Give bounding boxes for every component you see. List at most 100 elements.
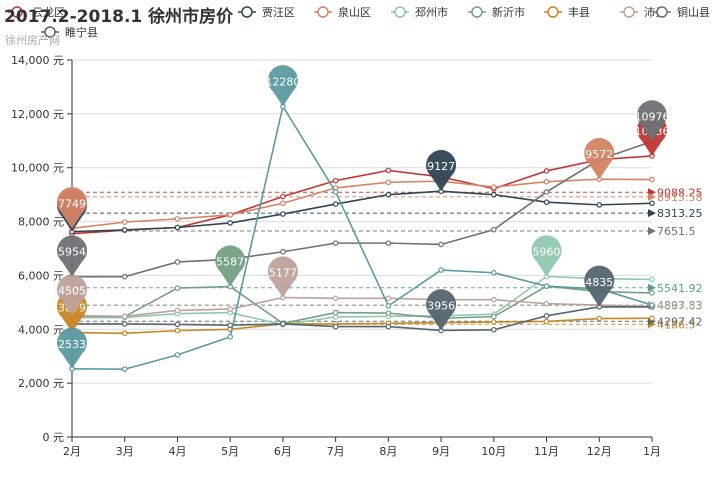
data-point xyxy=(332,240,339,246)
min-marker: 4505 xyxy=(57,274,87,316)
legend-marker xyxy=(471,6,483,18)
data-point xyxy=(121,366,128,372)
data-point xyxy=(332,309,339,316)
x-tick-label: 5月 xyxy=(221,445,239,458)
data-point xyxy=(174,224,181,231)
data-point xyxy=(121,273,128,280)
legend-label: 新沂市 xyxy=(492,5,525,19)
data-point xyxy=(332,189,339,195)
data-point xyxy=(121,321,128,327)
max-marker: 5587 xyxy=(215,245,246,287)
min-marker: 7749 xyxy=(57,187,87,229)
average-arrow xyxy=(648,192,656,201)
pin-shape xyxy=(57,327,87,369)
data-point xyxy=(543,283,550,290)
x-tick-label: 2月 xyxy=(63,445,81,458)
x-tick-label: 1月 xyxy=(643,445,661,458)
min-marker: 2533 xyxy=(57,327,87,369)
y-tick-label: 4,000 元 xyxy=(18,323,64,336)
max-marker: 5177 xyxy=(267,256,298,298)
data-point xyxy=(280,211,286,217)
data-point xyxy=(491,319,497,325)
data-point xyxy=(491,226,497,233)
average-label: 4186.5 xyxy=(657,318,696,331)
data-point xyxy=(543,300,550,307)
data-point xyxy=(438,241,444,248)
data-point xyxy=(385,167,392,174)
legend-label: 泉山区 xyxy=(338,5,371,19)
series-line xyxy=(71,296,653,318)
pin-label: 10976 xyxy=(635,110,670,123)
data-point xyxy=(227,334,233,340)
x-tick-label: 6月 xyxy=(274,445,292,458)
legend-label: 邳州市 xyxy=(415,5,448,19)
data-point xyxy=(491,191,497,198)
chart-title: 2017.2-2018.1 徐州市房价 xyxy=(4,7,234,27)
legend-label: 铜山县 xyxy=(677,5,710,19)
average-label: 8313.25 xyxy=(657,207,703,220)
data-point xyxy=(543,318,550,325)
x-tick-label: 11月 xyxy=(534,445,559,458)
data-point xyxy=(385,295,392,302)
series xyxy=(69,138,655,280)
data-point xyxy=(174,285,181,291)
pin-shape xyxy=(426,150,457,192)
data-point xyxy=(491,296,497,303)
legend-label: 贾汪区 xyxy=(262,6,295,19)
data-point xyxy=(491,269,497,276)
pin-label: 9127 xyxy=(427,160,455,173)
data-point xyxy=(332,323,339,330)
data-point xyxy=(121,313,128,320)
max-marker: 10976 xyxy=(635,100,670,142)
x-tick-label: 7月 xyxy=(327,445,345,458)
data-point xyxy=(121,227,128,233)
pin-label: 5177 xyxy=(269,267,297,280)
pin-shape xyxy=(57,235,87,277)
y-tick-label: 10,000 元 xyxy=(11,162,64,175)
pin-shape xyxy=(215,245,246,287)
data-point xyxy=(438,267,444,273)
pin-shape xyxy=(267,256,298,298)
data-point xyxy=(543,168,550,174)
data-point xyxy=(596,202,603,208)
pin-label: 5954 xyxy=(58,246,86,259)
data-point xyxy=(385,310,392,316)
data-point xyxy=(543,189,550,195)
average-label: 4887.83 xyxy=(657,299,703,312)
average-arrow xyxy=(648,283,656,292)
pin-shape xyxy=(584,265,615,307)
legend-marker xyxy=(394,6,406,18)
data-point xyxy=(491,184,497,190)
data-point xyxy=(332,177,339,184)
pin-label: 2533 xyxy=(58,338,86,351)
max-marker: 9572 xyxy=(584,138,615,180)
data-point xyxy=(227,220,233,226)
legend-label: 云龙区 xyxy=(32,6,65,19)
average-label: 7651.5 xyxy=(657,225,696,238)
series-line xyxy=(72,306,653,332)
max-marker: 5960 xyxy=(531,235,562,277)
x-tick-label: 4月 xyxy=(168,445,186,458)
data-point xyxy=(121,219,128,225)
data-point xyxy=(649,176,655,183)
pin-label: 5960 xyxy=(533,246,561,259)
pin-label: 3956 xyxy=(427,299,455,312)
data-point xyxy=(385,240,392,246)
data-point xyxy=(649,200,655,207)
legend-label: 丰县 xyxy=(568,6,590,19)
average-label: 4297.42 xyxy=(657,315,703,328)
max-marker: 12280 xyxy=(265,65,300,107)
series-line xyxy=(71,275,653,326)
average-label: 5541.92 xyxy=(657,282,703,295)
data-point xyxy=(596,315,603,322)
data-point xyxy=(174,321,181,328)
data-point xyxy=(385,323,392,330)
data-point xyxy=(649,302,655,308)
data-point xyxy=(649,315,655,322)
data-point xyxy=(649,276,655,283)
average-label: 8915.58 xyxy=(657,191,703,204)
y-tick-label: 0 元 xyxy=(43,431,65,444)
data-point xyxy=(174,307,181,314)
